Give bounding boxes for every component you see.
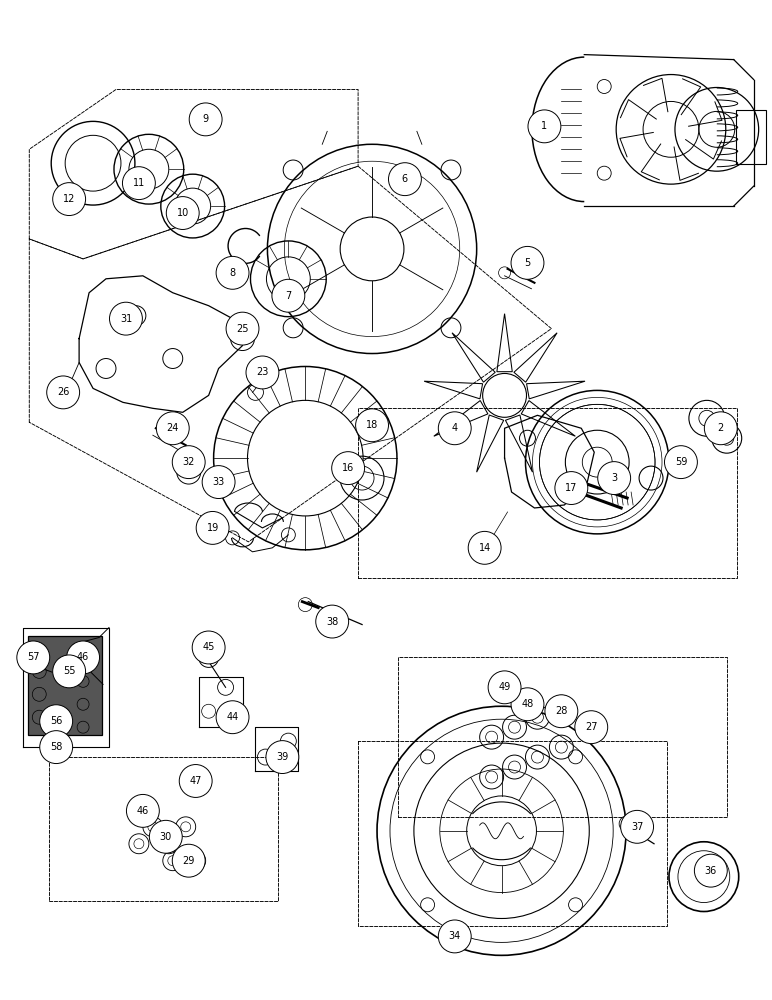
Text: 2: 2 (718, 423, 724, 433)
Circle shape (316, 605, 349, 638)
Text: 29: 29 (182, 856, 195, 866)
Circle shape (52, 183, 86, 216)
Text: 18: 18 (366, 420, 378, 430)
Text: 46: 46 (137, 806, 149, 816)
Text: 57: 57 (27, 652, 39, 662)
Circle shape (110, 302, 142, 335)
Circle shape (189, 103, 222, 136)
Text: 59: 59 (675, 457, 687, 467)
Circle shape (272, 279, 305, 312)
Text: 47: 47 (189, 776, 201, 786)
Text: 9: 9 (202, 114, 208, 124)
Text: 30: 30 (160, 832, 172, 842)
Circle shape (39, 731, 73, 764)
Circle shape (468, 531, 501, 564)
Circle shape (196, 511, 229, 544)
Circle shape (202, 466, 235, 499)
Circle shape (226, 312, 259, 345)
FancyBboxPatch shape (29, 636, 102, 735)
Circle shape (555, 472, 587, 504)
Circle shape (17, 641, 49, 674)
Text: 39: 39 (276, 752, 289, 762)
Text: 6: 6 (402, 174, 408, 184)
Circle shape (127, 794, 159, 827)
Text: 26: 26 (57, 387, 69, 397)
Text: 56: 56 (50, 716, 63, 726)
Circle shape (216, 701, 249, 734)
Text: 46: 46 (77, 652, 90, 662)
Circle shape (704, 412, 737, 445)
Text: 1: 1 (541, 121, 547, 131)
Circle shape (52, 655, 86, 688)
Text: 8: 8 (229, 268, 235, 278)
Circle shape (166, 197, 199, 229)
Circle shape (192, 631, 225, 664)
Text: 31: 31 (120, 314, 132, 324)
Text: 24: 24 (167, 423, 179, 433)
Text: 49: 49 (499, 682, 511, 692)
Circle shape (123, 167, 155, 200)
Text: 28: 28 (555, 706, 567, 716)
Text: 3: 3 (611, 473, 618, 483)
Circle shape (332, 452, 364, 485)
Text: 17: 17 (565, 483, 577, 493)
Circle shape (149, 820, 182, 853)
Circle shape (598, 462, 631, 495)
Text: 7: 7 (285, 291, 292, 301)
Circle shape (575, 711, 608, 744)
Text: 45: 45 (202, 642, 215, 652)
Circle shape (39, 705, 73, 738)
Text: 5: 5 (524, 258, 530, 268)
Circle shape (216, 256, 249, 289)
Text: 11: 11 (133, 178, 145, 188)
Text: 32: 32 (182, 457, 195, 467)
Text: 27: 27 (585, 722, 598, 732)
Circle shape (179, 765, 212, 797)
Circle shape (246, 356, 279, 389)
Text: 25: 25 (236, 324, 249, 334)
Circle shape (156, 412, 189, 445)
Text: 58: 58 (50, 742, 63, 752)
Text: 10: 10 (177, 208, 189, 218)
Circle shape (665, 446, 697, 479)
Circle shape (172, 446, 205, 479)
Text: 34: 34 (449, 931, 461, 941)
Text: 33: 33 (212, 477, 225, 487)
Circle shape (511, 246, 544, 279)
Circle shape (528, 110, 561, 143)
Text: 48: 48 (521, 699, 533, 709)
Text: 44: 44 (226, 712, 239, 722)
Circle shape (511, 688, 544, 721)
Text: 16: 16 (342, 463, 354, 473)
Circle shape (47, 376, 80, 409)
Circle shape (438, 920, 471, 953)
Circle shape (266, 741, 299, 774)
Circle shape (356, 409, 388, 442)
Circle shape (438, 412, 471, 445)
Text: 12: 12 (63, 194, 76, 204)
Circle shape (545, 695, 577, 728)
Circle shape (694, 854, 727, 887)
Text: 55: 55 (63, 666, 76, 676)
Circle shape (621, 810, 654, 843)
Text: 37: 37 (631, 822, 643, 832)
Circle shape (172, 844, 205, 877)
Text: 38: 38 (326, 617, 338, 627)
Circle shape (388, 163, 422, 196)
Text: 19: 19 (206, 523, 218, 533)
Text: 14: 14 (479, 543, 491, 553)
Circle shape (66, 641, 100, 674)
Text: 4: 4 (452, 423, 458, 433)
Text: 36: 36 (705, 866, 717, 876)
Circle shape (488, 671, 521, 704)
Text: 23: 23 (256, 367, 269, 377)
